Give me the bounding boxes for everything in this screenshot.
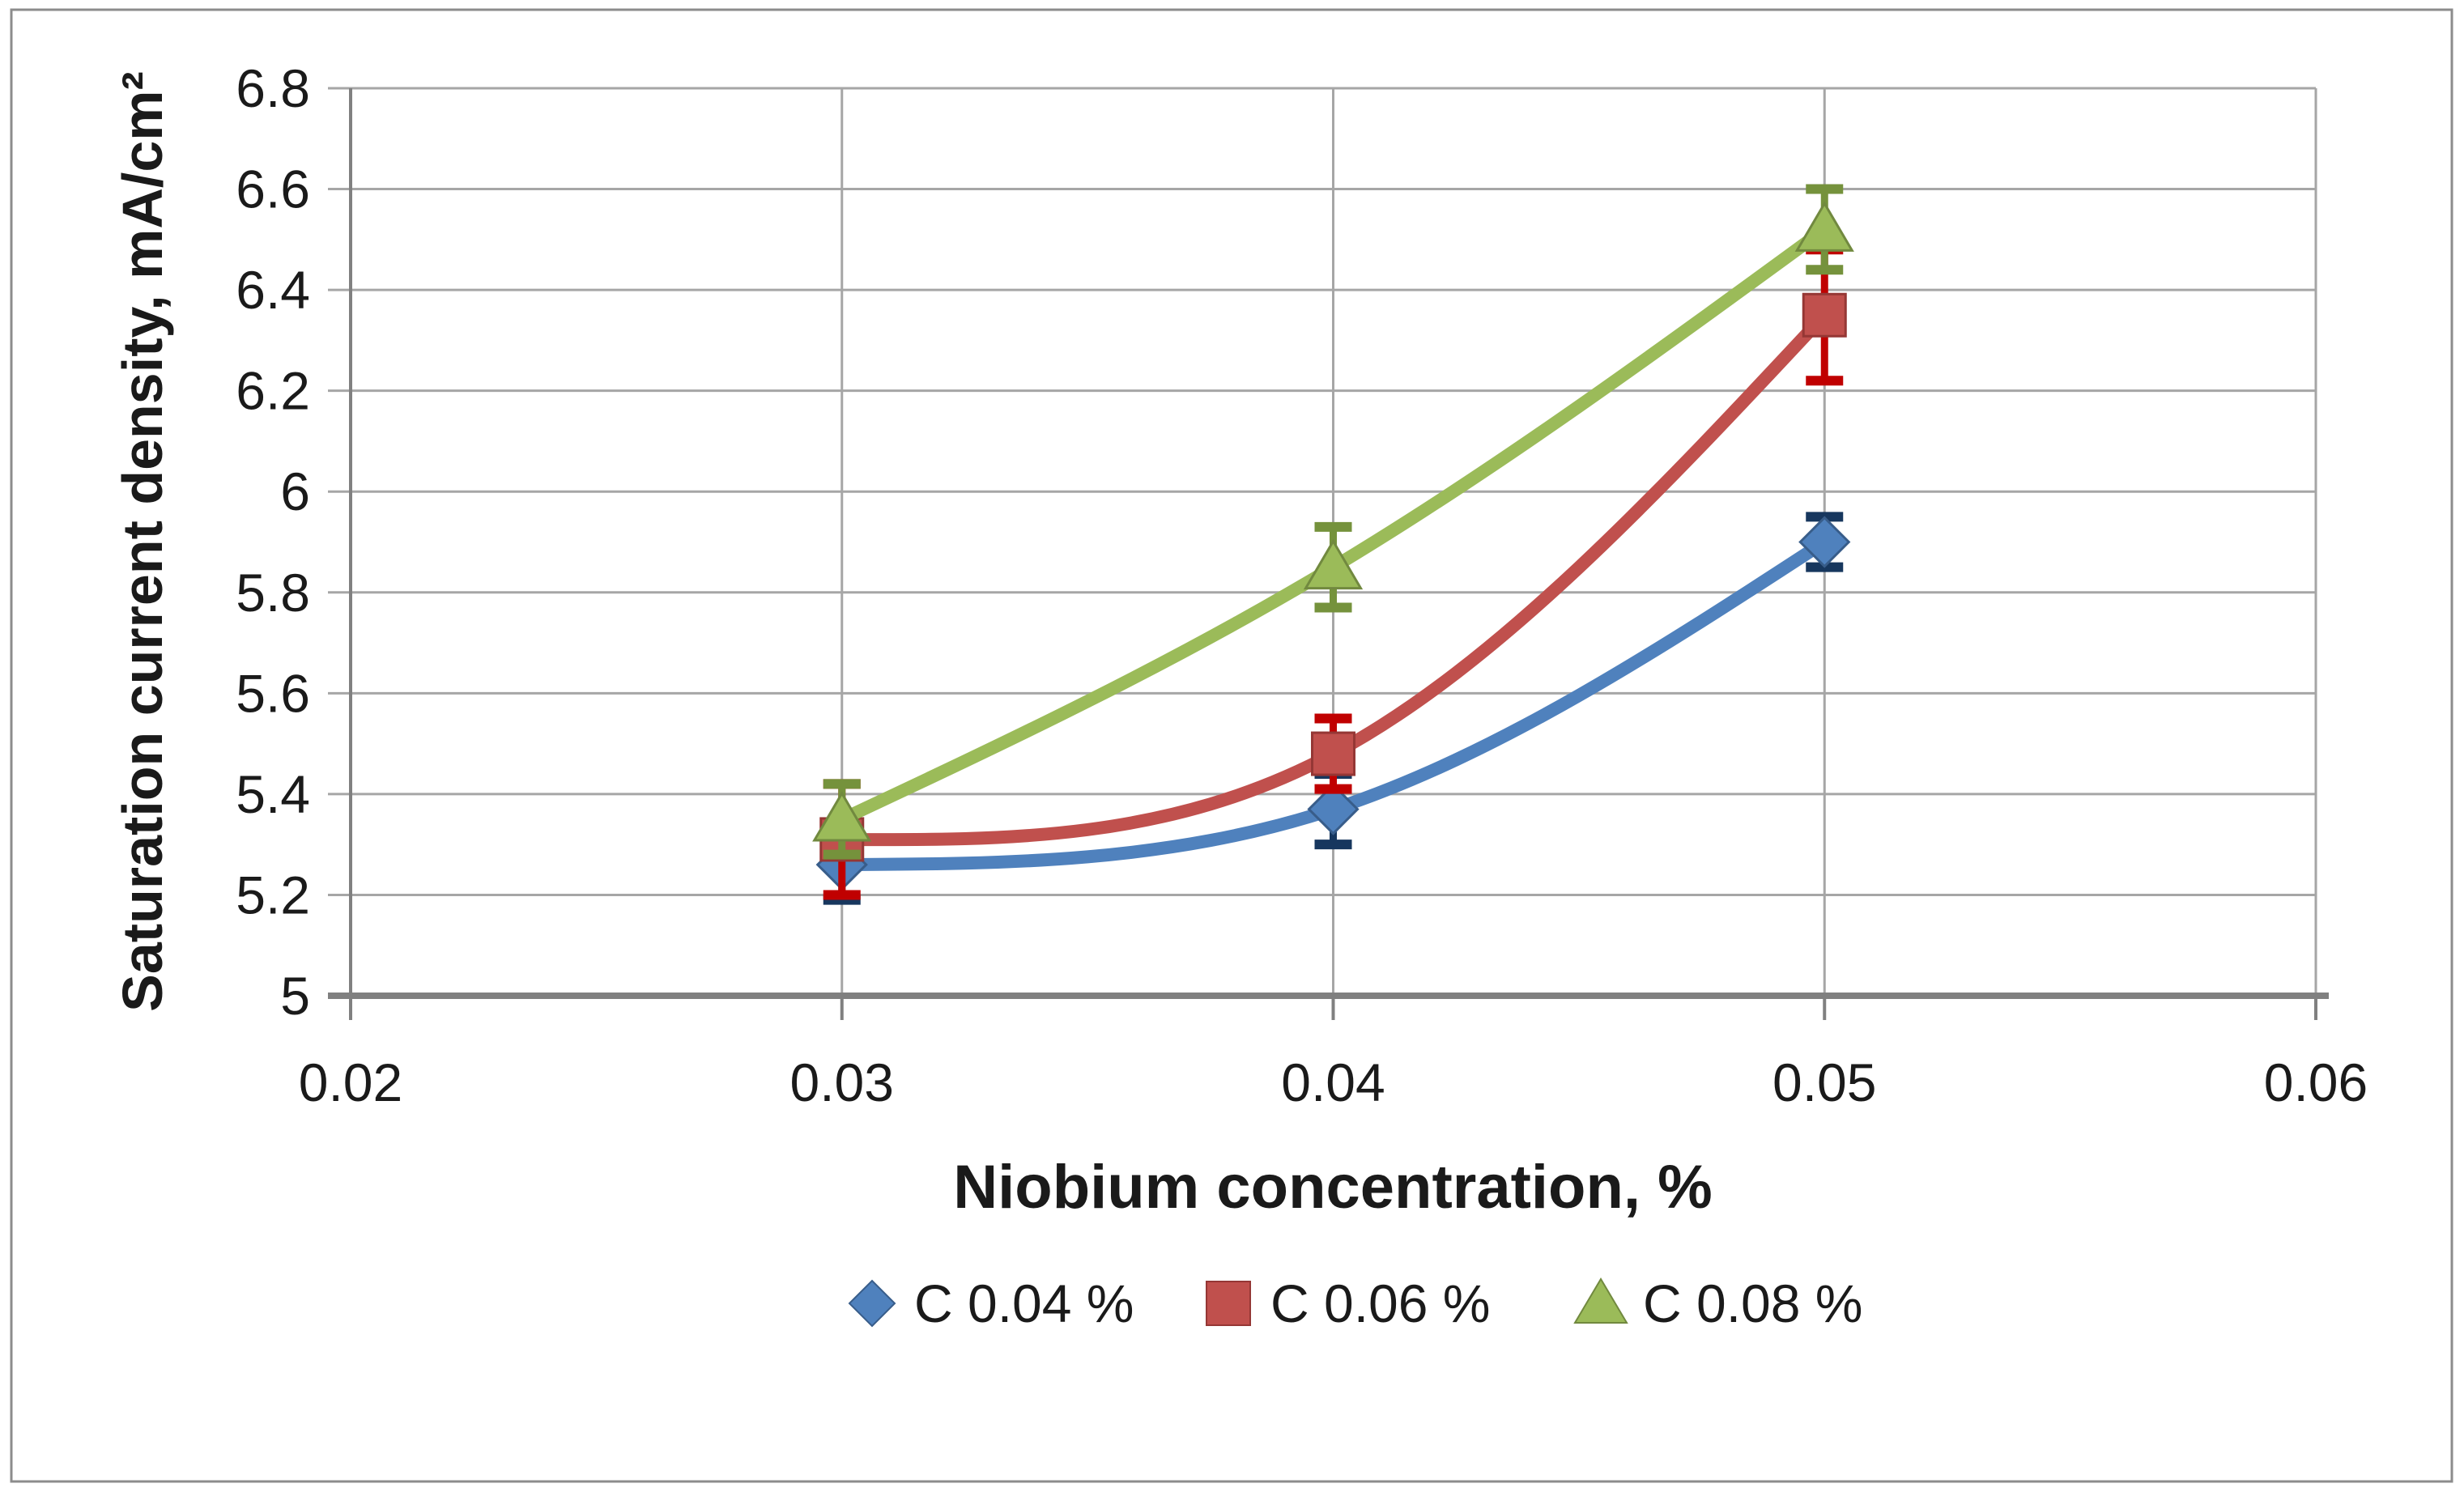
legend-item: C 0.06 %	[1206, 1273, 1490, 1333]
y-tick-label: 5.2	[236, 865, 310, 925]
triangle-marker	[1303, 538, 1364, 590]
legend-diamond-marker	[848, 1279, 896, 1328]
legend-item: C 0.04 %	[848, 1273, 1134, 1333]
tick-labels: 5 5.2 5.4 5.6 5.8 6 6.2 6.4 6.6 6.8 0.02 0.03 0.04 0.…	[236, 58, 2368, 1112]
y-tick-label: 6.2	[236, 361, 310, 421]
y-tick-label: 5.8	[236, 563, 310, 623]
diamond-marker	[1798, 516, 1851, 568]
triangle-marker	[812, 791, 872, 842]
legend-triangle-marker	[1573, 1277, 1628, 1324]
x-tick-label: 0.05	[1772, 1052, 1876, 1112]
chart-border	[10, 8, 2453, 1483]
y-tick-label: 5.4	[236, 764, 310, 824]
x-tick-label: 0.04	[1281, 1052, 1385, 1112]
y-tick-label: 5.6	[236, 663, 310, 723]
triangle-marker	[1794, 201, 1854, 252]
y-tick-label: 6	[280, 461, 310, 521]
y-tick-label: 5	[280, 966, 310, 1026]
legend-square-marker	[1206, 1281, 1251, 1326]
x-tick-label: 0.02	[299, 1052, 402, 1112]
legend: C 0.04 % C 0.06 % C 0.08 %	[848, 1273, 1862, 1333]
y-tick-label: 6.6	[236, 159, 310, 219]
x-tick-label: 0.03	[790, 1052, 894, 1112]
legend-label: C 0.08 %	[1643, 1273, 1862, 1333]
series-triangle	[812, 184, 1854, 860]
legend-item: C 0.08 %	[1573, 1273, 1862, 1333]
y-tick-label: 6.8	[236, 58, 310, 118]
x-axis-title: Niobium concentration, %	[953, 1153, 1712, 1222]
legend-label: C 0.04 %	[914, 1273, 1134, 1333]
x-tick-label: 0.06	[2264, 1052, 2368, 1112]
y-axis-title: Saturation current density, mA/cm²	[111, 71, 174, 1012]
legend-label: C 0.06 %	[1270, 1273, 1490, 1333]
square-marker	[1802, 292, 1847, 338]
y-tick-label: 6.4	[236, 260, 310, 320]
square-marker	[1311, 731, 1355, 776]
